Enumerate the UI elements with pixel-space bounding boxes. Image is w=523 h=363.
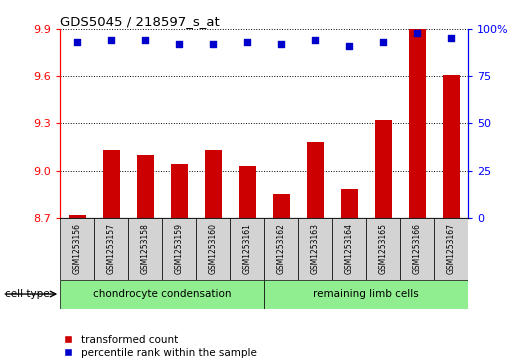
Point — [141, 37, 150, 43]
Text: cell type: cell type — [5, 289, 50, 299]
Bar — [204, 150, 222, 218]
FancyBboxPatch shape — [264, 218, 298, 280]
Text: GDS5045 / 218597_s_at: GDS5045 / 218597_s_at — [60, 15, 220, 28]
Point — [311, 37, 320, 43]
Text: chondrocyte condensation: chondrocyte condensation — [93, 289, 231, 299]
FancyBboxPatch shape — [94, 218, 128, 280]
Text: GSM1253160: GSM1253160 — [209, 223, 218, 274]
Text: GSM1253162: GSM1253162 — [277, 223, 286, 274]
FancyBboxPatch shape — [196, 218, 230, 280]
Point — [277, 41, 286, 47]
Bar — [69, 215, 86, 218]
Text: remaining limb cells: remaining limb cells — [313, 289, 419, 299]
Text: GSM1253167: GSM1253167 — [447, 223, 456, 274]
Text: GSM1253165: GSM1253165 — [379, 223, 388, 274]
FancyBboxPatch shape — [434, 218, 468, 280]
FancyBboxPatch shape — [230, 218, 264, 280]
Text: GSM1253156: GSM1253156 — [73, 223, 82, 274]
Legend: transformed count, percentile rank within the sample: transformed count, percentile rank withi… — [58, 335, 257, 358]
Point — [243, 39, 252, 45]
Bar — [272, 194, 290, 218]
Bar — [137, 155, 154, 218]
FancyBboxPatch shape — [400, 218, 434, 280]
Text: GSM1253166: GSM1253166 — [413, 223, 422, 274]
FancyBboxPatch shape — [60, 218, 94, 280]
Bar — [238, 166, 256, 218]
Bar — [306, 142, 324, 218]
Point — [345, 43, 354, 49]
Bar — [170, 164, 188, 218]
Bar — [442, 75, 460, 218]
FancyBboxPatch shape — [128, 218, 162, 280]
Point — [73, 39, 82, 45]
FancyBboxPatch shape — [264, 280, 468, 309]
Text: GSM1253157: GSM1253157 — [107, 223, 116, 274]
FancyBboxPatch shape — [332, 218, 366, 280]
FancyBboxPatch shape — [162, 218, 196, 280]
Bar — [408, 29, 426, 218]
FancyBboxPatch shape — [298, 218, 332, 280]
Point — [447, 36, 456, 41]
Point — [175, 41, 184, 47]
FancyBboxPatch shape — [60, 280, 264, 309]
Point — [379, 39, 388, 45]
Bar — [340, 189, 358, 218]
FancyBboxPatch shape — [366, 218, 400, 280]
Text: GSM1253161: GSM1253161 — [243, 223, 252, 274]
Point — [209, 41, 218, 47]
Point — [107, 37, 116, 43]
Bar — [103, 150, 120, 218]
Text: GSM1253158: GSM1253158 — [141, 223, 150, 274]
Text: GSM1253159: GSM1253159 — [175, 223, 184, 274]
Point — [413, 30, 422, 36]
Bar — [374, 120, 392, 218]
Text: GSM1253164: GSM1253164 — [345, 223, 354, 274]
Text: GSM1253163: GSM1253163 — [311, 223, 320, 274]
